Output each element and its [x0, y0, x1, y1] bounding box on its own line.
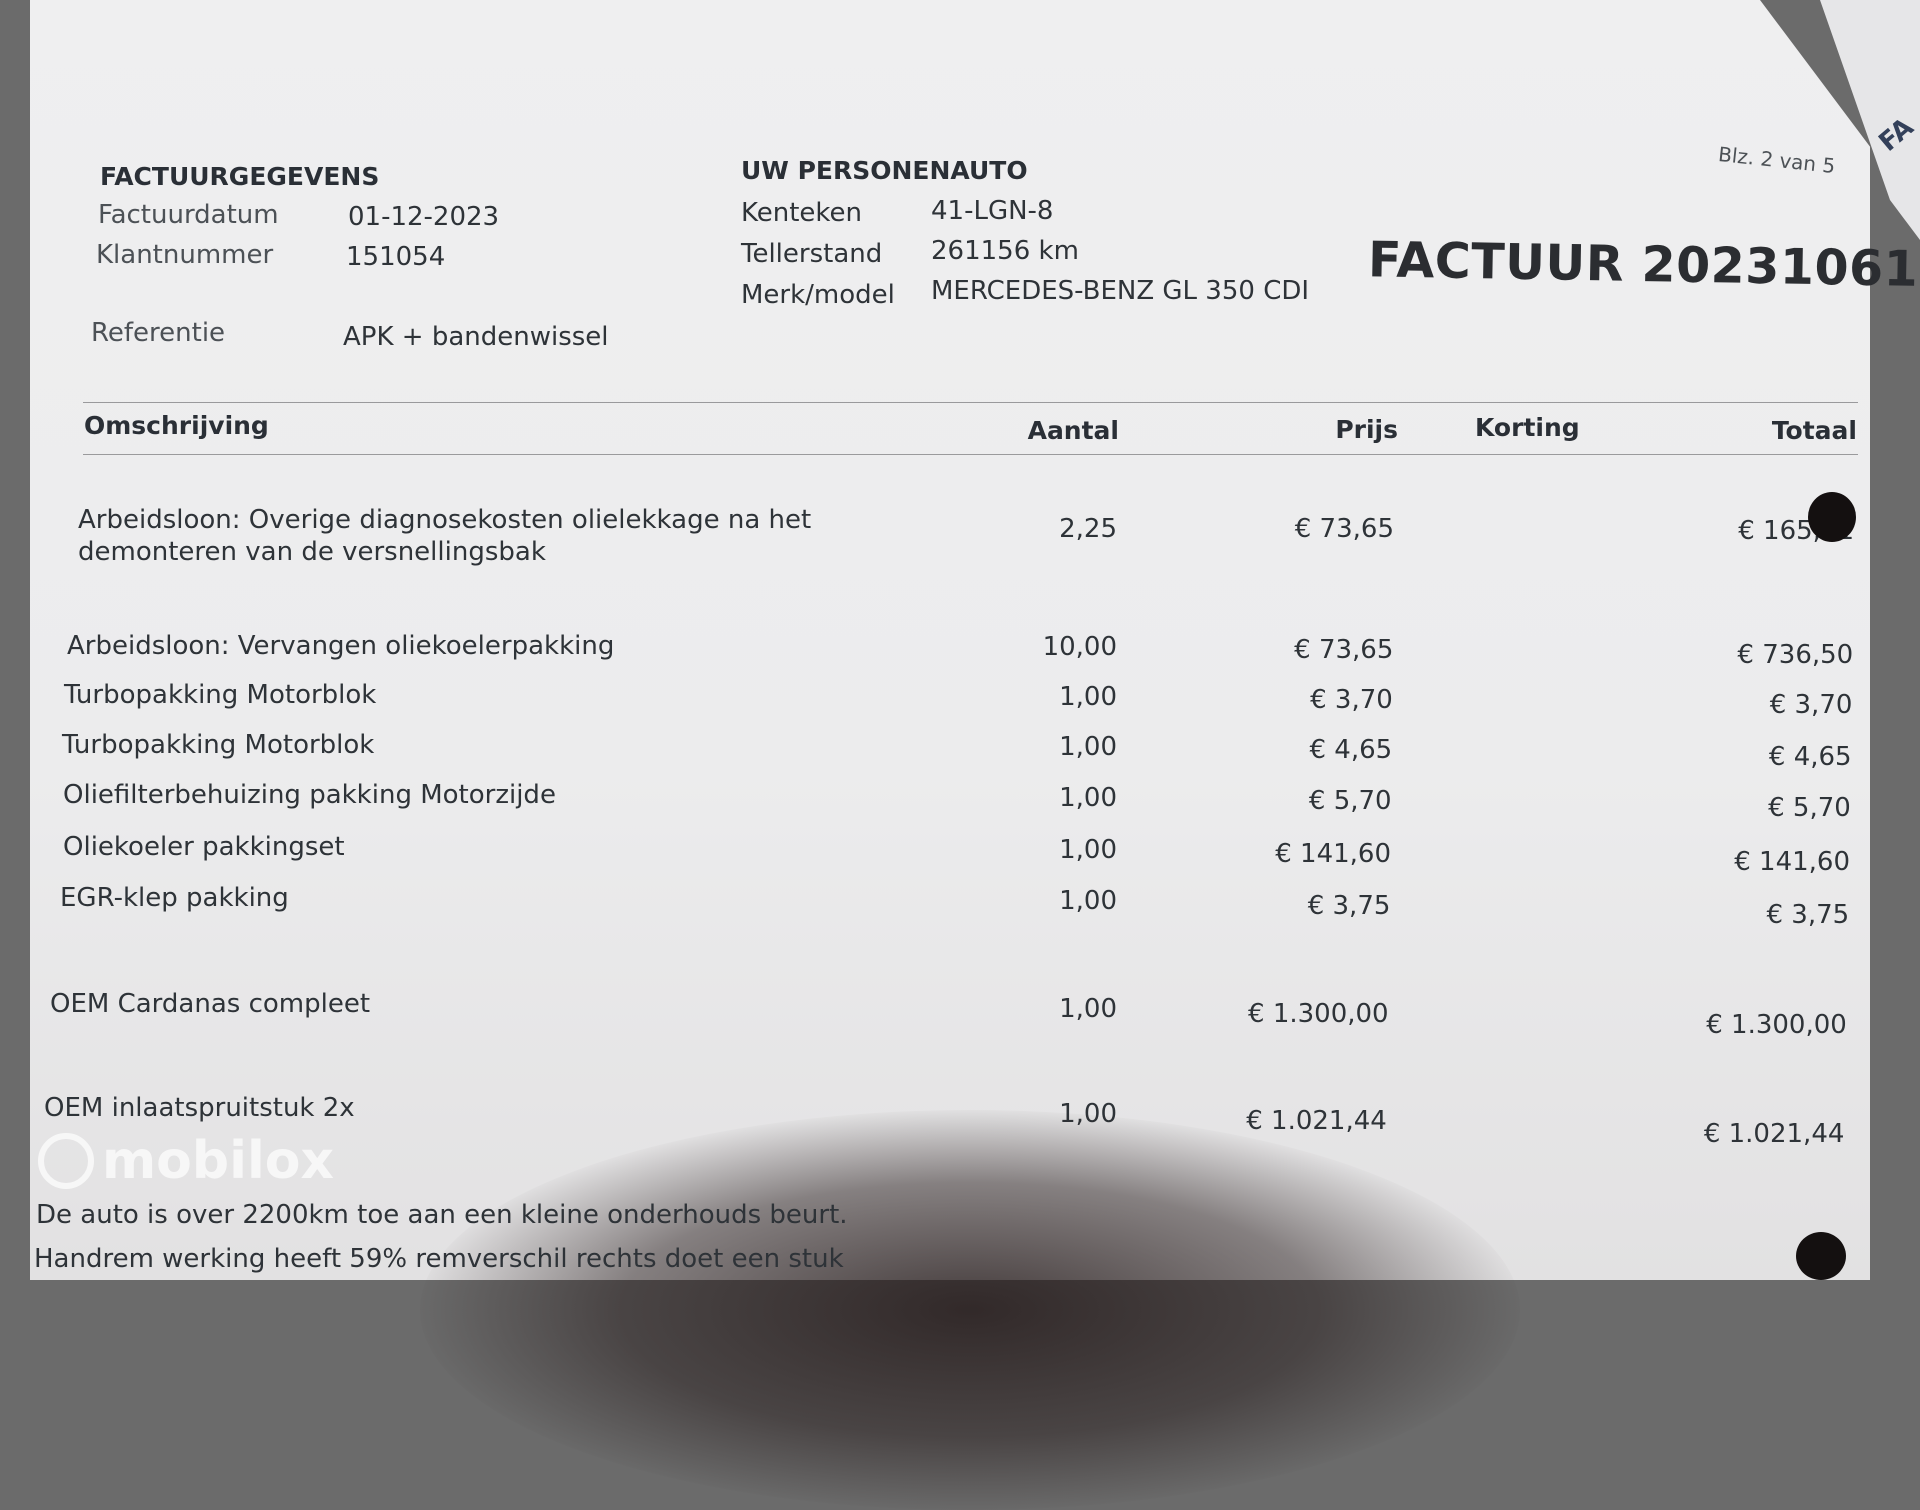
- line-total: € 5,70: [1768, 793, 1851, 824]
- line-price: € 73,65: [1294, 634, 1394, 665]
- line-quantity: 1,00: [1059, 732, 1117, 763]
- customer-value: 151054: [346, 242, 446, 272]
- model-value: MERCEDES-BENZ GL 350 CDI: [931, 276, 1310, 306]
- reference-label: Referentie: [91, 318, 226, 348]
- line-quantity: 1,00: [1059, 681, 1117, 712]
- odometer-value: 261156 km: [931, 236, 1079, 266]
- watermark-logo-icon: [38, 1133, 94, 1189]
- line-total: € 3,75: [1766, 899, 1850, 930]
- date-label: Factuurdatum: [98, 200, 279, 230]
- table-top-divider: [83, 402, 1858, 403]
- col-discount: Korting: [1475, 413, 1580, 442]
- invoice-page: [30, 0, 1870, 1280]
- line-price: € 3,70: [1310, 684, 1393, 715]
- line-description: Turbopakking Motorblok: [62, 730, 375, 760]
- date-value: 01-12-2023: [348, 202, 500, 232]
- model-label: Merk/model: [741, 280, 895, 310]
- line-description: EGR-klep pakking: [60, 883, 289, 913]
- line-total: € 1.300,00: [1706, 1010, 1847, 1041]
- line-total: € 1.021,44: [1703, 1119, 1845, 1150]
- plate-label: Kenteken: [741, 198, 863, 228]
- vehicle-heading: UW PERSONENAUTO: [741, 156, 1028, 185]
- col-total: Totaal: [1771, 416, 1857, 445]
- line-total: € 141,60: [1734, 847, 1850, 877]
- line-description: Oliefilterbehuizing pakking Motorzijde: [63, 780, 556, 810]
- line-quantity: 1,00: [1059, 782, 1117, 813]
- line-price: € 1.021,44: [1246, 1105, 1387, 1136]
- table-header-divider: [83, 454, 1858, 455]
- line-quantity: 10,00: [1042, 632, 1117, 663]
- shadow: [420, 1110, 1520, 1510]
- customer-label: Klantnummer: [96, 240, 274, 270]
- line-description: Arbeidsloon: Overige diagnosekosten olie…: [78, 505, 812, 567]
- watermark-text: mobilox: [102, 1131, 335, 1191]
- reference-value: APK + bandenwissel: [343, 322, 609, 352]
- line-price: € 141,60: [1275, 839, 1391, 869]
- col-quantity: Aantal: [1027, 416, 1119, 445]
- watermark: mobilox: [38, 1132, 334, 1190]
- line-quantity: 1,00: [1059, 835, 1117, 865]
- line-description: OEM inlaatspruitstuk 2x: [44, 1093, 355, 1123]
- line-description: Turbopakking Motorblok: [64, 680, 377, 710]
- invoice-title: FACTUUR 20231061: [1367, 231, 1919, 298]
- next-sheet-text: FA: [1873, 112, 1920, 158]
- line-price: € 4,65: [1309, 735, 1393, 766]
- line-total: € 4,65: [1768, 741, 1852, 772]
- hole-punch-mark: [1796, 1232, 1846, 1280]
- odometer-label: Tellerstand: [741, 239, 883, 269]
- note-line: De auto is over 2200km toe aan een klein…: [36, 1200, 848, 1230]
- line-total: € 3,70: [1769, 690, 1853, 721]
- note-line: Handrem werking heeft 59% remverschil re…: [34, 1244, 844, 1274]
- line-description: Oliekoeler pakkingset: [63, 832, 345, 862]
- hole-punch-mark: [1808, 492, 1856, 542]
- invoice-details-heading: FACTUURGEGEVENS: [100, 162, 380, 191]
- col-description: Omschrijving: [84, 411, 269, 440]
- line-total: € 736,50: [1737, 639, 1854, 670]
- line-quantity: 1,00: [1059, 886, 1117, 917]
- line-description: Arbeidsloon: Vervangen oliekoelerpakking: [67, 631, 615, 661]
- line-price: € 1.300,00: [1248, 999, 1389, 1030]
- line-quantity: 2,25: [1059, 514, 1117, 544]
- line-description: OEM Cardanas compleet: [50, 989, 371, 1019]
- line-price: € 5,70: [1308, 786, 1392, 817]
- line-price: € 73,65: [1294, 514, 1394, 544]
- plate-value: 41-LGN-8: [931, 196, 1054, 226]
- col-price: Prijs: [1335, 415, 1398, 444]
- line-price: € 3,75: [1307, 890, 1391, 921]
- line-quantity: 1,00: [1059, 993, 1117, 1024]
